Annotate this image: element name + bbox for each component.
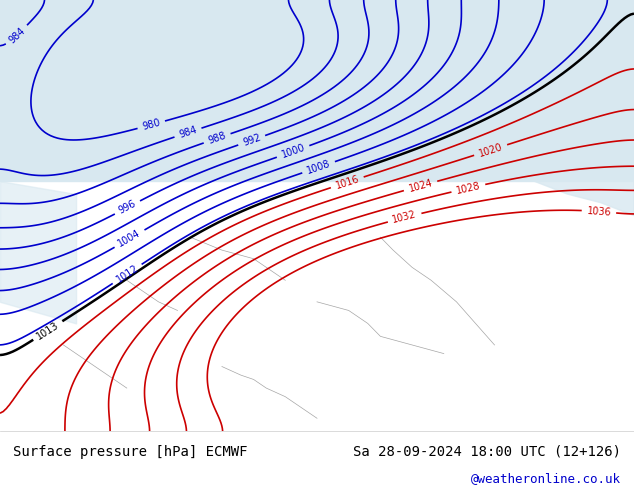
Text: 1004: 1004	[117, 228, 143, 249]
Text: Sa 28-09-2024 18:00 UTC (12+126): Sa 28-09-2024 18:00 UTC (12+126)	[353, 445, 621, 459]
Text: 1008: 1008	[306, 159, 332, 176]
Text: 1000: 1000	[280, 143, 306, 160]
Text: 1012: 1012	[114, 263, 140, 285]
Text: @weatheronline.co.uk: @weatheronline.co.uk	[471, 472, 621, 485]
Text: 1028: 1028	[455, 180, 481, 196]
Text: 1024: 1024	[407, 178, 434, 194]
Text: 988: 988	[207, 131, 228, 146]
Text: 992: 992	[242, 132, 262, 148]
Text: 1013: 1013	[35, 319, 61, 342]
Text: 1016: 1016	[334, 174, 361, 191]
Text: 984: 984	[7, 25, 27, 45]
Text: Surface pressure [hPa] ECMWF: Surface pressure [hPa] ECMWF	[13, 445, 247, 459]
Text: 1020: 1020	[477, 142, 504, 159]
Bar	[0, 0, 634, 181]
Text: 1032: 1032	[391, 210, 418, 225]
Text: 996: 996	[117, 199, 138, 216]
Text: 984: 984	[178, 125, 198, 140]
Text: 1036: 1036	[586, 206, 612, 218]
Text: 980: 980	[141, 118, 162, 132]
